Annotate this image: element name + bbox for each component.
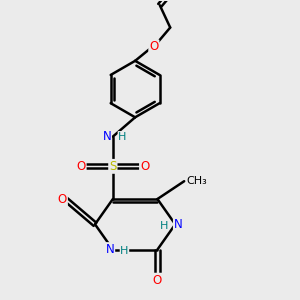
Text: N: N	[106, 243, 114, 256]
Text: N: N	[174, 218, 183, 231]
Text: O: O	[140, 160, 149, 173]
Text: S: S	[109, 160, 116, 173]
Text: N: N	[103, 130, 111, 143]
Text: O: O	[58, 193, 67, 206]
Text: CH₃: CH₃	[187, 176, 207, 186]
Text: O: O	[149, 40, 158, 53]
Text: O: O	[76, 160, 86, 173]
Text: H: H	[160, 221, 168, 231]
Text: O: O	[153, 274, 162, 287]
Text: H: H	[118, 132, 127, 142]
Text: H: H	[120, 246, 129, 256]
